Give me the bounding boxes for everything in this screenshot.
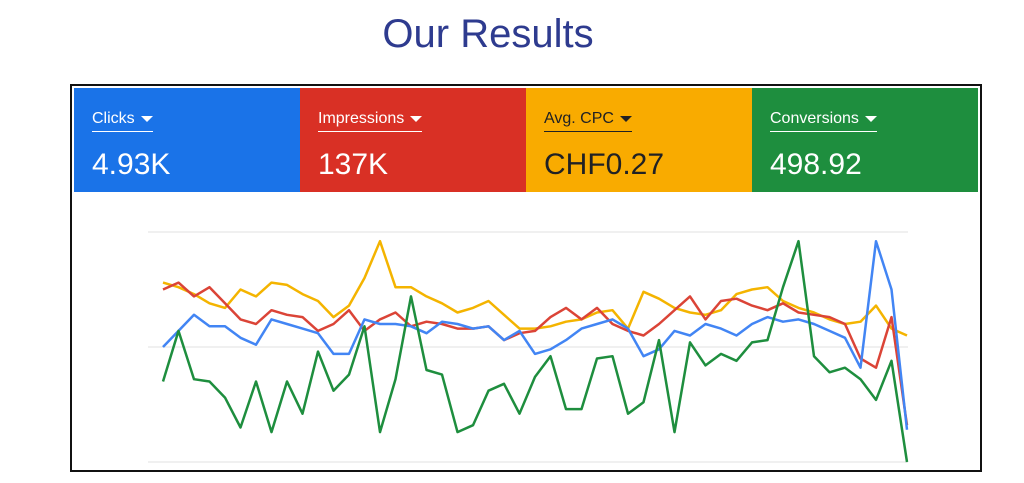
panel: Clicks 4.93K Impressions 137K Avg. CPC CHF0.2… [70,84,982,472]
metric-card[interactable]: Conversions 498.92 [752,88,978,192]
metric-label[interactable]: Impressions [318,110,423,132]
metric-label[interactable]: Conversions [770,110,877,132]
metric-value: 498.92 [770,148,862,181]
metric-label[interactable]: Clicks [92,110,153,132]
metric-value: 4.93K [92,148,171,181]
metric-label[interactable]: Avg. CPC [544,110,632,132]
series-line [161,239,909,463]
metric-value: CHF0.27 [544,148,665,181]
title: Our Results [382,12,594,56]
metric-card[interactable]: Impressions 137K [300,88,526,192]
series-line [162,239,908,337]
series-line [162,281,909,426]
series-line [162,239,909,430]
metric-value: 137K [318,148,389,181]
metric-card[interactable]: Avg. CPC CHF0.27 [526,88,752,192]
metric-card[interactable]: Clicks 4.93K [74,88,300,192]
